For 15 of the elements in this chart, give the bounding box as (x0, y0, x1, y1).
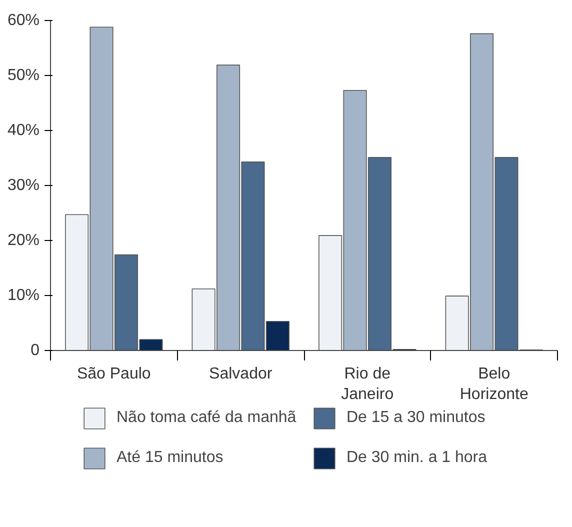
y-tick-label: 20% (7, 232, 40, 249)
y-tick-label: 30% (7, 177, 40, 194)
legend-label: Não toma café da manhã (116, 409, 296, 427)
x-tick-label: São Paulo (76, 366, 151, 382)
legend-label: De 15 a 30 minutos (346, 409, 486, 427)
y-tick-label: 50% (7, 67, 40, 84)
y-tick-label: 0 (30, 342, 40, 359)
x-tick-label: Rio de Janeiro (341, 366, 394, 403)
legend-label: De 30 min. a 1 hora (346, 449, 488, 467)
y-tick-label: 40% (7, 122, 40, 139)
legend-label: Até 15 minutos (116, 449, 224, 467)
x-tick-label: Salvador (209, 366, 273, 382)
x-tick-label: Belo Horizonte (460, 366, 528, 403)
y-tick-label: 10% (7, 287, 40, 304)
y-tick-label: 60% (7, 12, 40, 29)
